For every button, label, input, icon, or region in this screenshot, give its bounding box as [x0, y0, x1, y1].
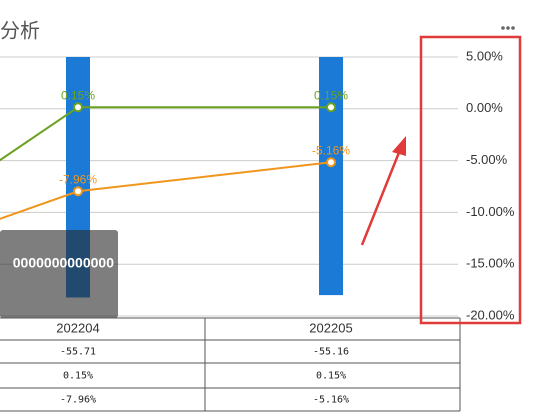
table-cell: 0.15%	[63, 371, 93, 382]
table-cell: -5.16%	[313, 395, 349, 406]
data-label: 0.15%	[61, 88, 95, 102]
y-tick-label: -20.00%	[466, 307, 515, 322]
data-label: -5.16%	[312, 143, 350, 157]
more-menu[interactable]	[501, 26, 515, 30]
point	[73, 102, 83, 113]
chart-title: 分析	[0, 19, 40, 42]
table-header: 202204	[56, 320, 99, 335]
y-tick-label: -10.00%	[466, 204, 515, 219]
y-tick-label: -5.00%	[466, 152, 508, 167]
annotation-arrowhead	[392, 136, 406, 156]
y-tick-label: 0.00%	[466, 100, 503, 115]
data-label: 0.15%	[314, 88, 348, 102]
bar	[319, 57, 343, 296]
annotation-box	[419, 35, 522, 325]
y-tick-label: -15.00%	[466, 256, 515, 271]
table-cell: -55.16	[313, 347, 349, 358]
annotation-arrow	[360, 149, 402, 246]
table-cell: -55.71	[60, 347, 96, 358]
point	[326, 102, 336, 113]
table-cell: -7.96%	[60, 395, 96, 406]
table-cell: 0.15%	[316, 371, 346, 382]
data-label: -7.96%	[59, 172, 97, 186]
table-header: 202205	[309, 320, 352, 335]
tooltip	[0, 230, 118, 318]
tooltip-text: 0000000000000	[13, 255, 114, 271]
point	[73, 186, 83, 197]
y-tick-label: 5.00%	[466, 48, 503, 63]
point	[326, 157, 336, 168]
